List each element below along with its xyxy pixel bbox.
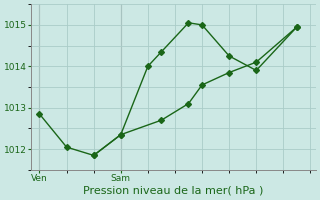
X-axis label: Pression niveau de la mer( hPa ): Pression niveau de la mer( hPa ) — [84, 186, 264, 196]
